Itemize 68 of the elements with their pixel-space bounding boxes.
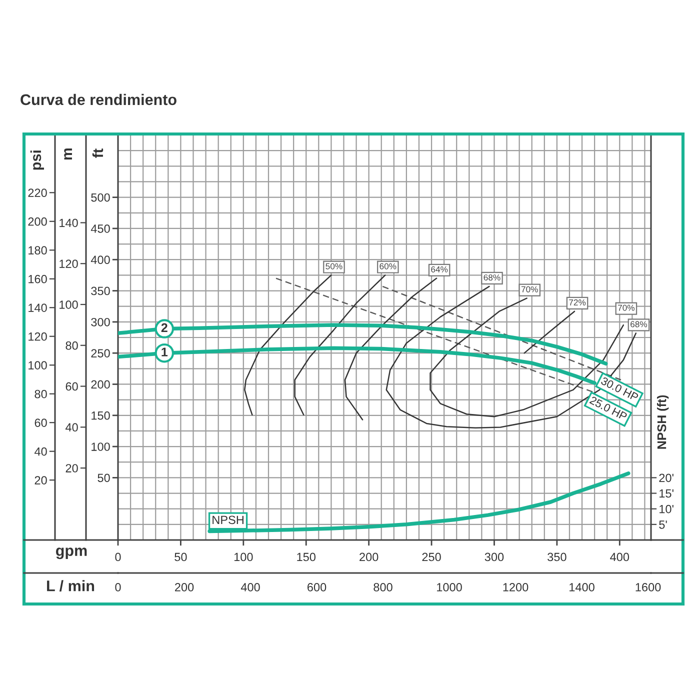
y2-axis-title: NPSH (ft) xyxy=(657,395,669,449)
series-label: 72% xyxy=(569,299,586,306)
y-tick-label: 400 xyxy=(90,256,110,264)
y-tick-label: 450 xyxy=(90,224,110,233)
y3-tick-label: 120 xyxy=(60,260,78,268)
series-label: 70% xyxy=(521,286,538,292)
y3-tick-label: 80 xyxy=(66,341,78,350)
series-label: 2 xyxy=(161,323,168,332)
x-tick-label: 200 xyxy=(360,552,378,562)
y2-tick-label: 15' xyxy=(660,489,674,498)
y2-tick-label: 20' xyxy=(659,474,674,482)
series-label: 68% xyxy=(484,274,500,281)
y-tick-label: 50 xyxy=(98,474,110,482)
x2-tick-label: 1400 xyxy=(570,583,594,592)
x2-tick-label: 1200 xyxy=(503,583,528,592)
x2-tick-label: 400 xyxy=(240,583,260,592)
y-tick-label: 200 xyxy=(28,217,47,226)
x-tick-label: 50 xyxy=(174,552,187,562)
series-label: 1 xyxy=(162,348,168,356)
series-label: 50% xyxy=(326,263,342,270)
y-tick-label: 180 xyxy=(28,246,47,255)
x2-tick-label: 1600 xyxy=(636,583,661,592)
text: 68% xyxy=(630,321,648,328)
x-tick-label: 100 xyxy=(234,552,253,562)
y-tick-label: 300 xyxy=(91,318,110,326)
x2-axis-title: L / min xyxy=(47,580,94,592)
y3-tick-label: 100 xyxy=(60,300,78,309)
chart-title: Curva de rendimiento xyxy=(20,94,176,106)
y-tick-label: 120 xyxy=(28,332,47,341)
y-tick-label: 200 xyxy=(91,380,110,389)
x-axis-title: gpm xyxy=(56,548,87,560)
y2-tick-label: 5' xyxy=(659,520,667,529)
x2-tick-label: 800 xyxy=(374,583,392,592)
x2-tick-label: 0 xyxy=(115,583,121,592)
y-tick-label: 140 xyxy=(28,304,47,312)
y-tick-label: 80 xyxy=(34,390,47,398)
x-tick-label: 400 xyxy=(610,552,630,562)
y-tick-label: 40 xyxy=(34,447,47,456)
series-label: NPSH xyxy=(212,516,244,524)
y3-tick-label: 140 xyxy=(60,218,78,228)
y-axis-title: ft xyxy=(92,148,104,158)
x-tick-label: 250 xyxy=(422,552,441,562)
x-tick-label: 300 xyxy=(484,552,504,562)
series-label: 64% xyxy=(431,266,448,272)
y-tick-label: 100 xyxy=(28,361,47,370)
y-tick-label: 250 xyxy=(91,349,110,358)
x-tick-label: 350 xyxy=(548,552,566,562)
y-tick-label: 160 xyxy=(28,274,47,284)
y3-tick-label: 60 xyxy=(66,382,78,391)
y-tick-label: 500 xyxy=(91,193,110,202)
y-tick-label: 20 xyxy=(34,476,47,484)
y-axis-title: psi xyxy=(30,150,44,170)
series-label: 60% xyxy=(380,263,396,270)
y3-axis-title: m xyxy=(64,148,72,160)
y-tick-label: 220 xyxy=(28,188,47,198)
x-tick-label: 150 xyxy=(297,552,316,562)
x-tick-label: 0 xyxy=(115,552,121,562)
x2-tick-label: 1000 xyxy=(437,583,462,592)
y-tick-label: 150 xyxy=(92,411,110,420)
y3-tick-label: 40 xyxy=(66,423,78,432)
y3-tick-label: 20 xyxy=(66,464,78,472)
y2-tick-label: 10' xyxy=(660,504,674,514)
text: 70% xyxy=(618,304,634,311)
y-tick-label: 350 xyxy=(91,286,110,296)
x2-tick-label: 200 xyxy=(175,583,194,592)
y-tick-label: 100 xyxy=(92,442,110,451)
x2-tick-label: 600 xyxy=(308,583,326,592)
y-tick-label: 60 xyxy=(34,418,47,427)
